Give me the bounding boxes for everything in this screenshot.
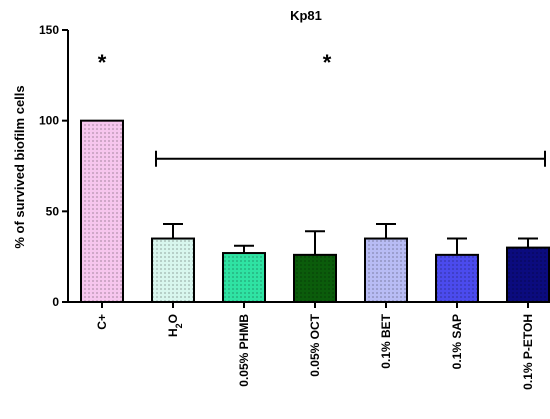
y-axis-title: % of survived biofilm cells (12, 85, 27, 248)
significance-star: * (323, 50, 332, 75)
bar-pattern (81, 120, 123, 303)
y-tick-label: 100 (39, 114, 59, 128)
x-tick-label: H2O (166, 314, 184, 337)
annotations-group: * * (98, 50, 546, 167)
bar-pattern (365, 238, 407, 302)
bar-pattern (507, 247, 549, 302)
x-tick-label: 0.1% BET (379, 313, 393, 368)
x-tick-labels: C+ H2O 0.05% PHMB 0.05% OCT 0.1% BET 0.1% SAP… (95, 313, 535, 389)
bar-pattern (152, 238, 194, 302)
x-tick-label: 0.1% SAP (450, 314, 464, 369)
x-tick-label: 0.05% PHMB (237, 314, 251, 387)
bars-group (80, 119, 550, 308)
bar-pattern (436, 254, 478, 302)
chart-title: Kp81 (290, 8, 322, 23)
error-bars-group (163, 223, 538, 255)
bar-pattern (294, 254, 336, 302)
x-tick-label: 0.1% P-ETOH (521, 314, 535, 390)
y-tick-label: 0 (52, 295, 59, 309)
y-tick-label: 50 (46, 204, 60, 218)
y-tick-label: 150 (39, 23, 59, 37)
x-tick-label: C+ (95, 314, 109, 330)
x-tick-label: 0.05% OCT (308, 313, 322, 376)
significance-star: * (98, 50, 107, 75)
bar-pattern (223, 253, 265, 302)
